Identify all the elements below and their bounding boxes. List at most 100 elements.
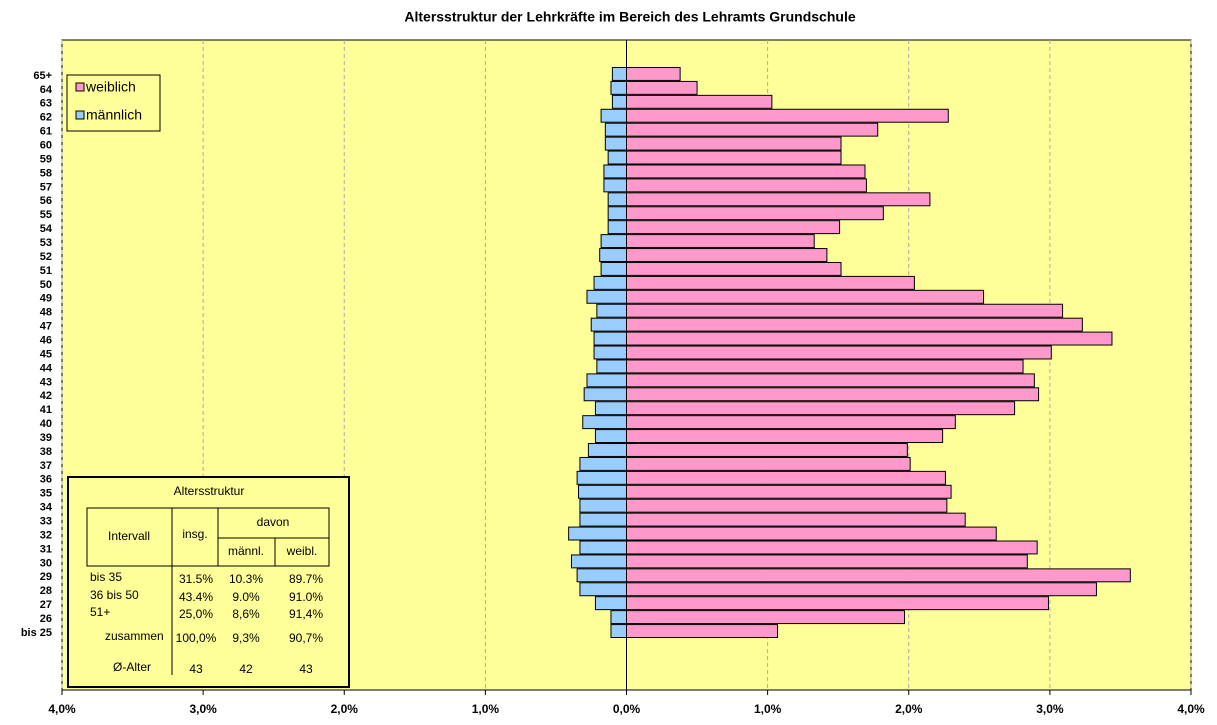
y-tick-label: 36	[40, 474, 52, 486]
table-header-box	[86, 507, 330, 567]
bar	[626, 206, 884, 221]
y-tick-label: 35	[40, 488, 52, 500]
bar	[626, 512, 966, 527]
y-tick-label: 28	[40, 585, 52, 597]
bar	[586, 373, 627, 388]
table-header: weibl.	[286, 544, 318, 558]
bar	[607, 150, 627, 165]
bar	[593, 275, 628, 290]
bar	[603, 164, 627, 179]
y-tick-label: 32	[40, 529, 52, 541]
y-tick-label: 60	[40, 140, 52, 152]
x-tick-label: 3,0%	[1036, 702, 1064, 716]
y-tick-label: 49	[40, 293, 52, 305]
x-tick-label: 4,0%	[1177, 702, 1205, 716]
bar	[578, 484, 628, 499]
bar	[626, 554, 1028, 569]
table-cell: 43	[189, 662, 203, 676]
bar	[586, 289, 627, 304]
bar	[626, 192, 931, 207]
bar	[593, 331, 628, 346]
y-tick-label: 34	[40, 502, 53, 514]
bar	[579, 512, 628, 527]
bar	[626, 317, 1083, 332]
y-tick-label: 53	[40, 237, 52, 249]
legend-label: männlich	[86, 107, 142, 123]
x-tick-label: 3,0%	[189, 702, 217, 716]
table-cell: Ø-Alter	[113, 660, 151, 674]
bar	[626, 582, 1097, 597]
table-header: insg.	[182, 527, 207, 541]
x-tick-label: 4,0%	[48, 702, 76, 716]
bar	[594, 401, 628, 416]
table-frame	[67, 476, 350, 688]
y-tick-label: 58	[40, 167, 52, 179]
table-header: davon	[257, 515, 290, 529]
bar	[600, 234, 627, 249]
y-tick-label: 64	[40, 84, 53, 96]
y-tick-label: 44	[40, 362, 53, 374]
legend-swatch	[75, 110, 85, 120]
table-cell: 43	[299, 662, 313, 676]
bar	[607, 220, 627, 235]
bar	[626, 275, 915, 290]
table-cell: 25,0%	[179, 607, 213, 621]
bar	[576, 470, 628, 485]
bar	[626, 429, 944, 444]
table-cell: 42	[239, 662, 253, 676]
bar	[576, 568, 628, 583]
bar	[604, 122, 627, 137]
bar	[626, 248, 828, 262]
table-cell: 8,6%	[232, 607, 260, 621]
chart-title: Altersstruktur der Lehrkräfte im Bereich…	[404, 9, 855, 25]
bar	[600, 108, 627, 123]
bar	[579, 540, 628, 555]
bar	[603, 178, 627, 193]
x-tick-label: 2,0%	[895, 702, 923, 716]
bar	[604, 136, 627, 151]
bar	[568, 526, 627, 541]
bar	[626, 178, 867, 193]
y-tick-label: 55	[40, 209, 52, 221]
bar	[626, 624, 779, 639]
table-cell: 43.4%	[179, 590, 213, 604]
bar	[596, 303, 628, 318]
y-tick-label: 47	[40, 321, 52, 333]
y-tick-label: 51	[40, 265, 52, 277]
y-tick-label: 42	[40, 390, 52, 402]
table-header: männl.	[228, 544, 264, 558]
x-tick-label: 2,0%	[331, 702, 359, 716]
bar	[626, 67, 681, 81]
y-tick-label: 40	[40, 418, 52, 430]
bar	[626, 289, 985, 304]
legend-label: weiblich	[85, 79, 136, 95]
y-tick-label: 63	[40, 98, 52, 110]
bar	[579, 582, 628, 597]
legend	[66, 74, 161, 132]
bar	[583, 387, 627, 402]
bar	[611, 94, 628, 109]
y-tick-label: 33	[40, 516, 52, 528]
y-tick-label: 46	[40, 334, 52, 346]
bar	[626, 387, 1040, 402]
y-tick-label: 39	[40, 432, 52, 444]
y-tick-label: 62	[40, 112, 52, 124]
bar	[593, 345, 628, 360]
y-tick-label: bis 25	[21, 627, 52, 639]
y-tick-label: 26	[40, 613, 52, 625]
bar	[590, 317, 627, 332]
y-tick-label: 43	[40, 376, 52, 388]
legend-swatch	[75, 82, 85, 92]
table-cell: 91,4%	[289, 607, 323, 621]
y-tick-label: 30	[40, 557, 52, 569]
bar	[607, 192, 627, 207]
y-tick-label: 50	[40, 279, 52, 291]
y-tick-label: 31	[40, 543, 52, 555]
y-tick-label: 38	[40, 446, 52, 458]
y-tick-label: 52	[40, 251, 52, 263]
x-tick-label: 0,0%	[613, 702, 641, 716]
bar	[626, 122, 879, 137]
y-tick-label: 65+	[33, 70, 52, 82]
bar	[626, 150, 842, 165]
